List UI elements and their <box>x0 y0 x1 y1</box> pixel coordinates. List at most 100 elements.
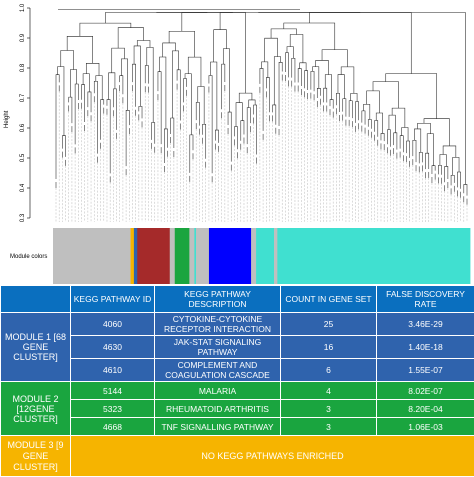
merge-branch <box>271 29 296 38</box>
merge-branch <box>285 53 288 78</box>
fdr-value: 8.02E-07 <box>377 382 474 400</box>
module-colors-label: Module colors <box>10 254 47 260</box>
kegg-table: KEGG PATHWAY ID KEGG PATHWAY DESCRIPTION… <box>0 285 474 477</box>
merge-branch <box>266 78 269 113</box>
merge-branch <box>198 86 204 124</box>
merge-branch <box>120 76 123 95</box>
module-color-segment <box>131 228 135 284</box>
merge-branch <box>262 62 268 78</box>
merge-branch <box>215 130 218 143</box>
table-row: MODULE 1 [68 GENE CLUSTER] 4060 CYTOKINE… <box>1 313 474 336</box>
merge-branch <box>228 112 231 162</box>
merge-branch <box>317 88 320 98</box>
header-pathway-id: KEGG PATHWAY ID <box>71 286 155 313</box>
leaf-guides <box>56 80 467 222</box>
merge-branch <box>196 102 199 125</box>
merge-branch <box>273 105 276 125</box>
merge-branch <box>134 46 140 106</box>
merge-branch <box>389 115 395 133</box>
merge-branch <box>362 111 365 125</box>
merge-branch <box>58 67 64 136</box>
merge-branch <box>145 65 148 83</box>
merge-branch <box>368 119 371 128</box>
merge-branch <box>185 74 191 135</box>
gene-count: 16 <box>281 336 377 359</box>
y-tick-label: 0.9 <box>20 33 26 42</box>
merge-branch <box>234 127 237 150</box>
merge-branch <box>309 13 411 74</box>
module-color-segment <box>209 228 252 284</box>
merge-branch <box>424 119 449 146</box>
merge-branch <box>445 166 448 182</box>
pathway-id: 4060 <box>71 313 155 336</box>
merge-branch <box>190 135 193 173</box>
merge-branch <box>394 133 397 150</box>
fdr-value: 1.40E-18 <box>377 336 474 359</box>
merge-branch <box>152 122 155 143</box>
merge-branch <box>139 106 142 118</box>
module-color-segment <box>277 228 470 284</box>
merge-branch <box>209 76 212 174</box>
merge-branch <box>427 134 433 166</box>
merge-branch <box>426 153 429 169</box>
merge-branch <box>214 30 227 62</box>
fdr-value: 1.55E-07 <box>377 359 474 382</box>
y-axis: 0.30.40.50.60.70.80.91.0 <box>20 3 30 222</box>
pathway-id: 4630 <box>71 336 155 359</box>
merge-branch <box>164 129 167 163</box>
merge-branch <box>279 62 282 126</box>
merge-branch <box>274 57 280 105</box>
merge-branch <box>222 64 225 109</box>
module-color-bar <box>53 228 470 284</box>
table-row: 4668 TNF SIGNALLING PATHWAY 3 1.06E-03 <box>1 418 474 436</box>
header-count: COUNT IN GENE SET <box>281 286 377 313</box>
y-tick-label: 0.7 <box>20 93 26 102</box>
merge-branch <box>300 63 306 71</box>
merge-branch <box>177 70 180 121</box>
merge-branch <box>324 88 327 102</box>
merge-branch <box>325 75 331 100</box>
module-color-segment <box>256 228 274 284</box>
table-row: 5323 RHEUMATOID ARTHRITIS 3 8.20E-04 <box>1 400 474 418</box>
pathway-description: CYTOKINE-CYTOKINE RECEPTOR INTERACTION <box>155 313 281 336</box>
module-color-segment <box>189 228 194 284</box>
merge-branch <box>290 35 303 63</box>
merge-branch <box>351 93 357 101</box>
merge-branch <box>443 146 456 157</box>
merge-branch <box>107 100 110 174</box>
y-tick-label: 0.6 <box>20 123 26 132</box>
module-color-segment <box>53 228 131 284</box>
module-color-segment <box>134 228 138 284</box>
merge-branch <box>375 121 378 137</box>
merge-branch <box>414 129 420 152</box>
merge-branch <box>112 48 125 73</box>
merge-branch <box>169 31 194 57</box>
merge-branch <box>172 51 178 118</box>
merge-branch <box>260 68 263 130</box>
merge-branch <box>311 71 314 91</box>
module-color-segment <box>274 228 278 284</box>
merge-branch <box>171 118 174 148</box>
gene-count: 25 <box>281 313 377 336</box>
merge-branch <box>203 124 206 158</box>
merge-branch <box>56 75 59 179</box>
table-header-row: KEGG PATHWAY ID KEGG PATHWAY DESCRIPTION… <box>1 286 474 313</box>
merge-branch <box>367 91 380 113</box>
merge-branch <box>163 43 176 57</box>
merge-branch <box>406 141 409 158</box>
pathway-id: 5144 <box>71 382 155 400</box>
merge-branch <box>419 152 422 163</box>
merge-branch <box>69 97 72 123</box>
module-color-segment <box>251 228 256 284</box>
merge-branch <box>220 13 245 94</box>
merge-branch <box>80 23 131 36</box>
merge-branch <box>312 67 318 89</box>
pathway-description: MALARIA <box>155 382 281 400</box>
merge-branch <box>247 108 250 144</box>
module-color-segment <box>196 228 209 284</box>
merge-branch <box>81 85 84 122</box>
merge-branch <box>298 69 301 86</box>
header-pathway-description: KEGG PATHWAY DESCRIPTION <box>155 286 281 313</box>
merge-branch <box>464 184 467 195</box>
gene-count: 4 <box>281 382 377 400</box>
